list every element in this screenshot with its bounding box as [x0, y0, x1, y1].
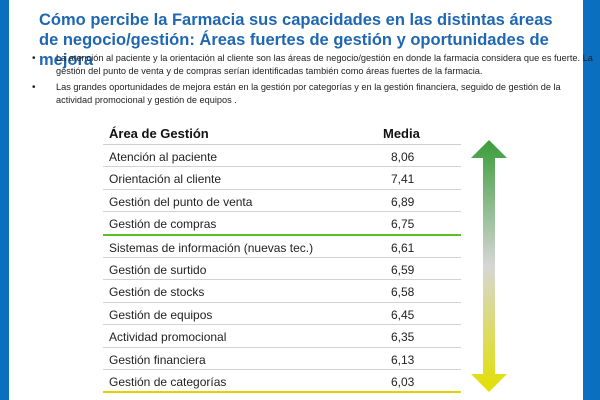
row-area: Gestión de categorías [109, 374, 227, 389]
row-media: 6,75 [391, 217, 415, 232]
bullet-item: • Las grandes oportunidades de mejora es… [29, 81, 594, 107]
row-area: Gestión de stocks [109, 285, 205, 300]
table-row: Gestión financiera 6,13 [103, 348, 461, 370]
table-row: Gestión de compras 6,75 [103, 212, 461, 236]
row-media: 6,59 [391, 262, 415, 277]
row-media: 7,41 [391, 172, 415, 187]
bullet-text: La atención al paciente y la orientación… [56, 53, 593, 76]
row-media: 8,06 [391, 150, 415, 164]
header-area: Área de Gestión [109, 126, 209, 141]
row-media: 6,58 [391, 285, 415, 300]
row-media: 6,45 [391, 307, 415, 322]
header-media: Media [383, 126, 420, 141]
table-row: Actividad promocional 6,35 [103, 325, 461, 348]
row-area: Sistemas de información (nuevas tec.) [109, 240, 314, 255]
slide-panel: Cómo percibe la Farmacia sus capacidades… [9, 0, 593, 400]
bullet-list: • La atención al paciente y la orientaci… [29, 52, 594, 110]
row-area: Gestión financiera [109, 352, 206, 367]
table-row: Orientación al cliente 7,41 [103, 167, 461, 190]
management-areas-table: Área de Gestión Media Atención al pacien… [103, 122, 461, 394]
table-row: Sistemas de información (nuevas tec.) 6,… [103, 236, 461, 258]
table-row: Gestión de stocks 6,58 [103, 280, 461, 303]
bullet-text: Las grandes oportunidades de mejora está… [56, 82, 561, 105]
double-arrow-icon [471, 140, 507, 392]
slide-title: Cómo percibe la Farmacia sus capacidades… [39, 11, 553, 69]
bullet-dot-icon: • [32, 53, 36, 64]
row-area: Atención al paciente [109, 150, 218, 164]
row-area: Gestión de surtido [109, 262, 207, 277]
row-media: 6,03 [391, 374, 415, 389]
row-area: Gestión de compras [109, 217, 217, 232]
row-area: Orientación al cliente [109, 172, 222, 187]
row-media: 6,61 [391, 240, 415, 255]
bullet-item: • La atención al paciente y la orientaci… [29, 52, 594, 78]
table-row: Gestión de categorías 6,03 [103, 370, 461, 394]
row-media: 6,89 [391, 194, 415, 209]
row-area: Gestión del punto de venta [109, 194, 253, 209]
bullet-dot-icon: • [32, 82, 36, 93]
table-header: Área de Gestión Media [103, 122, 461, 145]
table-row: Gestión del punto de venta 6,89 [103, 190, 461, 213]
row-area: Actividad promocional [109, 330, 227, 345]
table-row: Gestión de surtido 6,59 [103, 258, 461, 281]
row-area: Gestión de equipos [109, 307, 213, 322]
table-row: Gestión de equipos 6,45 [103, 303, 461, 326]
table-row: Atención al paciente 8,06 [103, 145, 461, 168]
row-media: 6,13 [391, 352, 415, 367]
row-media: 6,35 [391, 330, 415, 345]
